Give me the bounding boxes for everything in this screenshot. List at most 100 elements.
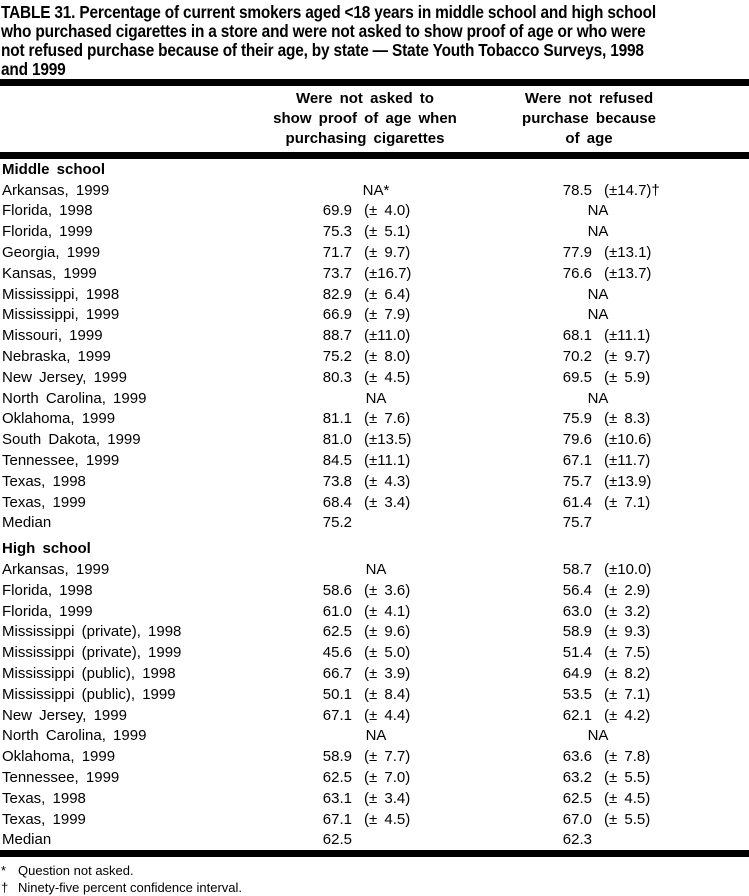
percent-value: 67.1 <box>322 810 352 828</box>
percent-value: 58.6 <box>322 581 352 599</box>
cell-not-asked: 80.3 (± 4.5) <box>306 369 450 386</box>
table-row: Mississippi (private), 1998 62.5 (± 9.6) 58… <box>0 622 749 643</box>
percent-value: 50.1 <box>322 685 352 703</box>
row-label: North Carolina, 1999 <box>2 727 147 745</box>
percent-value: 63.6 <box>562 748 592 766</box>
cell-not-refused: NA <box>546 390 706 407</box>
confidence-interval: (± 7.0) <box>364 769 411 786</box>
na-value: NA* <box>362 181 390 199</box>
confidence-interval: (± 4.1) <box>364 602 411 620</box>
percent-value: 77.9 <box>562 244 592 262</box>
cell-not-refused: NA <box>546 223 706 240</box>
percent-value: 66.7 <box>322 665 352 683</box>
table-row: Missouri, 1999 88.7 (±11.0) 68.1 (±11.1) <box>0 325 749 346</box>
confidence-interval: (± 7.8) <box>604 748 651 766</box>
table-row: Texas, 1998 63.1 (± 3.4) 62.5 (± 4.5) <box>0 788 749 809</box>
cell-not-asked: 66.7 (± 3.9) <box>306 665 450 682</box>
table-row: Texas, 1998 73.8 (± 4.3) 75.7 (±13.9) <box>0 471 749 492</box>
percent-value: 63.2 <box>562 769 592 786</box>
percent-value: 51.4 <box>562 644 592 662</box>
row-label: Mississippi (public), 1999 <box>2 685 176 703</box>
confidence-interval: (±11.0) <box>364 327 411 345</box>
cell-not-asked: 58.9 (± 7.7) <box>306 748 450 765</box>
row-label: Median <box>2 831 52 849</box>
row-label: Mississippi (public), 1998 <box>2 665 176 683</box>
cell-not-asked: 84.5 (±11.1) <box>306 452 450 469</box>
confidence-interval: (± 3.4) <box>364 789 411 807</box>
cell-not-refused: NA <box>546 727 706 744</box>
confidence-interval: (±10.0) <box>604 561 652 579</box>
confidence-interval: (± 8.2) <box>604 665 651 683</box>
percent-value: 75.3 <box>322 223 352 241</box>
percent-value: 88.7 <box>322 327 352 345</box>
na-value: NA <box>587 727 609 745</box>
row-label: Kansas, 1999 <box>2 264 97 282</box>
confidence-interval: (± 7.6) <box>364 410 411 428</box>
percent-value: 84.5 <box>322 452 352 470</box>
confidence-interval: (± 4.0) <box>364 202 411 220</box>
percent-value: 62.5 <box>322 623 352 641</box>
confidence-interval: (± 4.2) <box>604 706 651 724</box>
cell-not-refused: 51.4 (± 7.5) <box>546 644 706 661</box>
bottom-rule <box>0 850 749 858</box>
confidence-interval: (± 3.6) <box>364 581 411 599</box>
confidence-interval: (± 5.9) <box>604 368 651 386</box>
cell-not-asked: 75.3 (± 5.1) <box>306 223 450 240</box>
percent-value: 80.3 <box>322 368 352 386</box>
footnote-text: Question not asked. <box>18 863 134 879</box>
row-label: Mississippi, 1998 <box>2 285 120 303</box>
section-title: High school <box>2 540 91 558</box>
row-label: Oklahoma, 1999 <box>2 748 116 766</box>
cell-not-asked: 45.6 (± 5.0) <box>306 644 450 661</box>
percent-value: 62.5 <box>562 789 592 807</box>
row-label: Tennessee, 1999 <box>2 769 120 786</box>
column-headers: Were not asked to show proof of age when… <box>0 86 749 152</box>
na-value: NA <box>587 223 609 241</box>
confidence-interval: (± 4.3) <box>364 472 411 490</box>
row-label: Tennessee, 1999 <box>2 452 120 470</box>
cell-not-refused: 62.1 (± 4.2) <box>546 707 706 724</box>
cell-not-refused: 56.4 (± 2.9) <box>546 582 706 599</box>
percent-value: 45.6 <box>322 644 352 662</box>
row-label: Florida, 1999 <box>2 223 93 241</box>
cell-not-refused: 62.3 <box>546 831 706 848</box>
col-header-line: show proof of age when <box>273 110 457 127</box>
percent-value: 62.3 <box>562 831 592 849</box>
cell-not-asked: 58.6 (± 3.6) <box>306 582 450 599</box>
row-label: Georgia, 1999 <box>2 244 101 262</box>
percent-value: 67.1 <box>322 706 352 724</box>
percent-value: 75.7 <box>562 514 592 532</box>
cell-not-refused: 58.7 (±10.0) <box>546 561 706 578</box>
cell-not-asked: 68.4 (± 3.4) <box>306 494 450 511</box>
percent-value: 75.2 <box>322 348 352 366</box>
percent-value: 61.4 <box>562 493 592 511</box>
row-label: Arkansas, 1999 <box>2 181 110 199</box>
confidence-interval: (±13.9) <box>604 472 652 490</box>
confidence-interval: (± 5.5) <box>604 810 651 828</box>
cell-not-asked: 81.0 (±13.5) <box>306 431 450 448</box>
cell-not-asked: NA <box>306 727 450 744</box>
row-label: New Jersey, 1999 <box>2 368 127 386</box>
confidence-interval: (± 3.4) <box>364 493 411 511</box>
table-row: Kansas, 1999 73.7 (±16.7) 76.6 (±13.7) <box>0 263 749 284</box>
footnote-text: Ninety-five percent confidence interval. <box>18 880 243 896</box>
percent-value: 53.5 <box>562 685 592 703</box>
na-value: NA <box>587 202 609 220</box>
section-title: Middle school <box>2 160 106 178</box>
section-header-row: Middle school <box>0 159 749 180</box>
percent-value: 69.5 <box>562 368 592 386</box>
confidence-interval: (± 4.5) <box>604 789 651 807</box>
percent-value: 56.4 <box>562 581 592 599</box>
table-row: Nebraska, 1999 75.2 (± 8.0) 70.2 (± 9.7) <box>0 346 749 367</box>
col-header-not-asked: Were not asked to show proof of age when… <box>225 89 505 149</box>
col-header-not-refused: Were not refused purchase because of age <box>505 89 673 149</box>
col-header-line: Were not refused <box>524 90 654 107</box>
percent-value: 75.9 <box>562 410 592 428</box>
confidence-interval: (±13.5) <box>364 431 412 449</box>
confidence-interval: (± 8.4) <box>364 685 411 703</box>
percent-value: 66.9 <box>322 306 352 324</box>
table-section: High school Arkansas, 1999 NA 58.7 (±10.0) Fl… <box>0 538 749 850</box>
confidence-interval: (± 5.1) <box>364 223 411 241</box>
row-label: South Dakota, 1999 <box>2 431 141 449</box>
